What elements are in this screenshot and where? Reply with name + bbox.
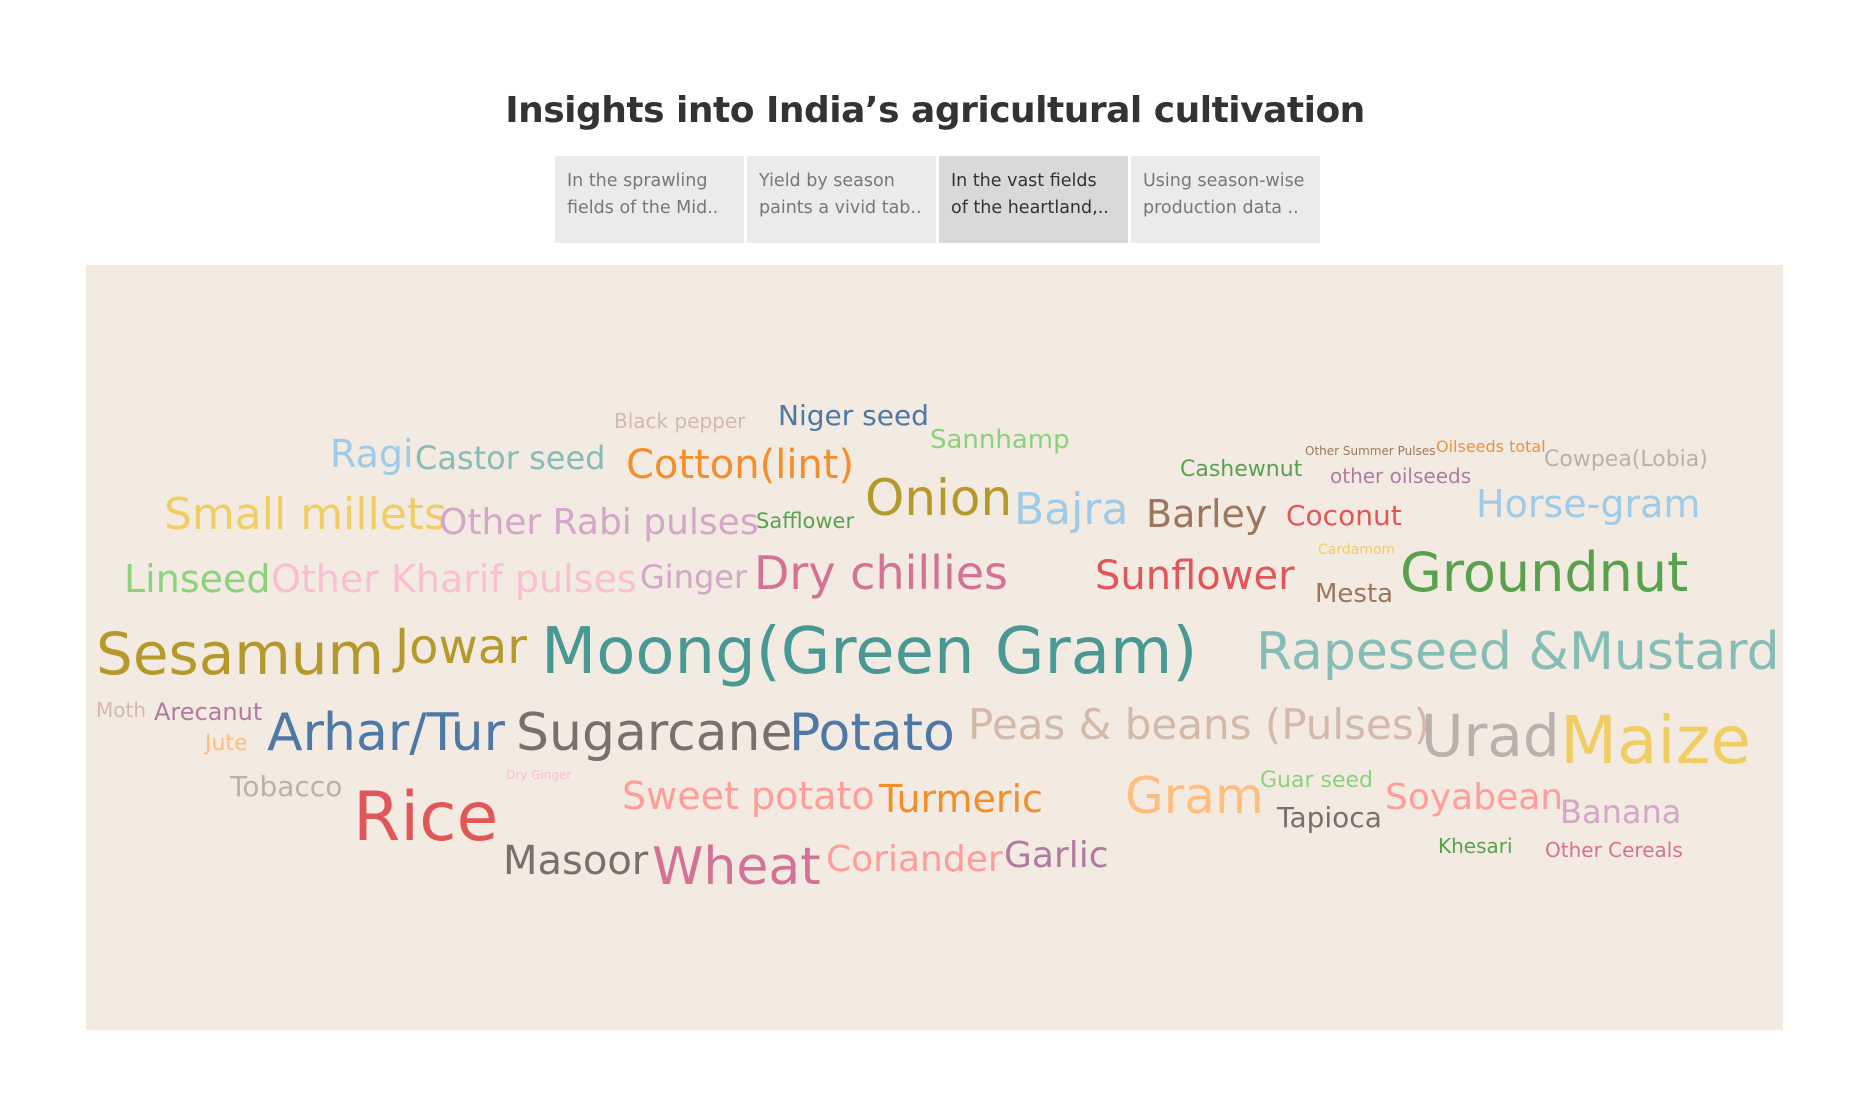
word-ragi[interactable]: Ragi: [330, 432, 414, 476]
word-sweet-potato[interactable]: Sweet potato: [622, 774, 875, 818]
word-other-summer-pulses[interactable]: Other Summer Pulses: [1305, 444, 1436, 458]
tab-label-line1: In the vast fields: [951, 171, 1097, 191]
word-dry-chillies[interactable]: Dry chillies: [754, 546, 1009, 600]
word-rapeseed-mustard[interactable]: Rapeseed &Mustard: [1256, 622, 1780, 682]
word-arhar-tur[interactable]: Arhar/Tur: [267, 703, 505, 763]
word-gram[interactable]: Gram: [1125, 767, 1264, 825]
word-guar-seed[interactable]: Guar seed: [1260, 768, 1374, 793]
crop-word-cloud: Black pepper Niger seed Sannhamp Ragi Castor…: [86, 265, 1783, 1030]
word-sugarcane[interactable]: Sugarcane: [516, 703, 793, 763]
word-mesta[interactable]: Mesta: [1315, 579, 1394, 609]
word-peas-beans-pulses[interactable]: Peas & beans (Pulses): [968, 700, 1431, 749]
word-other-kharif-pulses[interactable]: Other Kharif pulses: [271, 557, 637, 601]
word-cotton-lint[interactable]: Cotton(lint): [626, 442, 855, 488]
word-tapioca[interactable]: Tapioca: [1277, 801, 1382, 834]
tab-label-line2: of the heartland,..: [951, 198, 1109, 218]
word-jowar[interactable]: Jowar: [395, 619, 527, 675]
word-banana[interactable]: Banana: [1560, 793, 1682, 831]
word-jute[interactable]: Jute: [205, 731, 248, 756]
word-other-rabi-pulses[interactable]: Other Rabi pulses: [439, 502, 759, 543]
word-moong-green-gram[interactable]: Moong(Green Gram): [541, 615, 1198, 689]
word-onion[interactable]: Onion: [865, 469, 1013, 527]
tab-story-point-2[interactable]: Yield by season paints a vivid tab..: [747, 156, 936, 243]
story-tabs: In the sprawling fields of the Mid.. Yie…: [555, 156, 1320, 243]
word-linseed[interactable]: Linseed: [124, 557, 271, 601]
word-cardamom[interactable]: Cardamom: [1318, 542, 1396, 558]
word-cashewnut[interactable]: Cashewnut: [1180, 457, 1303, 482]
word-safflower[interactable]: Safflower: [756, 509, 855, 533]
word-sunflower[interactable]: Sunflower: [1095, 553, 1295, 599]
word-bajra[interactable]: Bajra: [1014, 484, 1129, 535]
tab-label-line2: fields of the Mid..: [567, 198, 719, 218]
word-wheat[interactable]: Wheat: [652, 837, 821, 897]
word-potato[interactable]: Potato: [789, 703, 955, 763]
word-sannhamp[interactable]: Sannhamp: [930, 425, 1070, 455]
word-ginger[interactable]: Ginger: [640, 558, 748, 596]
word-maize[interactable]: Maize: [1560, 702, 1751, 779]
page-title: Insights into India’s agricultural culti…: [505, 90, 1365, 131]
word-rice[interactable]: Rice: [353, 778, 499, 857]
word-niger-seed[interactable]: Niger seed: [778, 399, 929, 432]
word-other-oilseeds[interactable]: other oilseeds: [1330, 464, 1472, 488]
word-dry-ginger[interactable]: Dry Ginger: [506, 768, 572, 782]
word-turmeric[interactable]: Turmeric: [879, 777, 1043, 821]
tab-label-line1: Using season-wise: [1143, 171, 1305, 191]
word-khesari[interactable]: Khesari: [1438, 834, 1513, 858]
word-castor-seed[interactable]: Castor seed: [415, 439, 606, 477]
word-small-millets[interactable]: Small millets: [164, 489, 447, 540]
word-cowpea-lobia[interactable]: Cowpea(Lobia): [1544, 447, 1708, 472]
word-masoor[interactable]: Masoor: [503, 838, 649, 884]
word-other-cereals[interactable]: Other Cereals: [1545, 838, 1683, 862]
word-groundnut[interactable]: Groundnut: [1400, 541, 1689, 604]
word-moth[interactable]: Moth: [96, 698, 147, 722]
word-tobacco[interactable]: Tobacco: [230, 770, 343, 803]
tab-story-point-4[interactable]: Using season-wise production data ..: [1131, 156, 1320, 243]
tab-story-point-1[interactable]: In the sprawling fields of the Mid..: [555, 156, 744, 243]
word-garlic[interactable]: Garlic: [1004, 835, 1109, 876]
word-black-pepper[interactable]: Black pepper: [614, 409, 746, 433]
word-sesamum[interactable]: Sesamum: [96, 620, 385, 688]
word-horse-gram[interactable]: Horse-gram: [1476, 482, 1701, 526]
word-coconut[interactable]: Coconut: [1286, 499, 1402, 532]
word-barley[interactable]: Barley: [1146, 492, 1268, 536]
word-arecanut[interactable]: Arecanut: [154, 698, 263, 726]
tab-label-line1: In the sprawling: [567, 171, 708, 191]
word-coriander[interactable]: Coriander: [826, 839, 1003, 880]
word-soyabean[interactable]: Soyabean: [1385, 777, 1564, 818]
tab-label-line2: paints a vivid tab..: [759, 198, 922, 218]
word-urad[interactable]: Urad: [1421, 702, 1560, 770]
tab-label-line2: production data ..: [1143, 198, 1299, 218]
word-oilseeds-total[interactable]: Oilseeds total: [1436, 437, 1546, 456]
tab-story-point-3[interactable]: In the vast fields of the heartland,..: [939, 156, 1128, 243]
tab-label-line1: Yield by season: [759, 171, 895, 191]
